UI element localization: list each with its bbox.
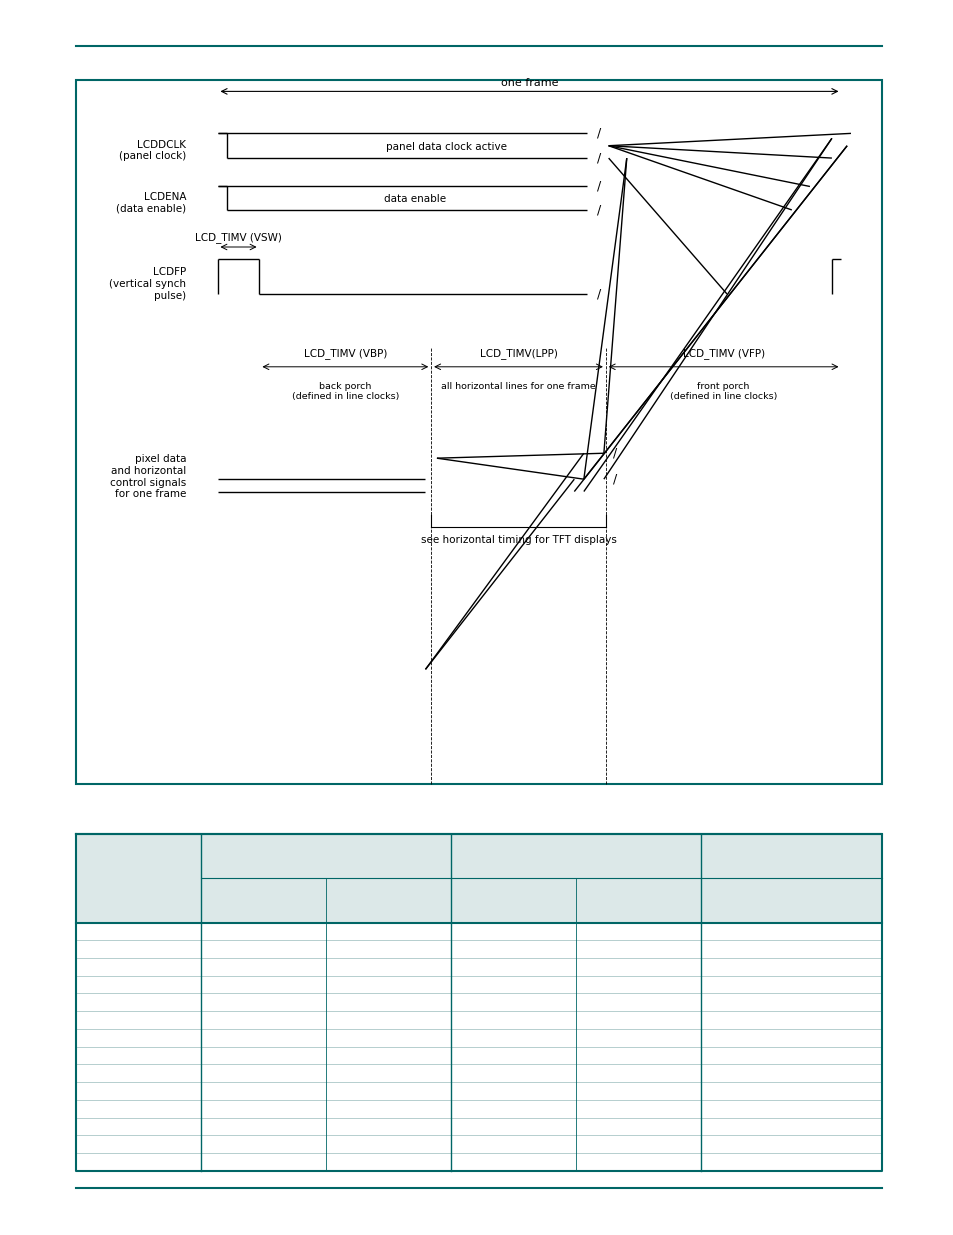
Bar [451, 834, 700, 878]
Bar [201, 834, 451, 878]
Text: LCDFP
(vertical synch
pulse): LCDFP (vertical synch pulse) [109, 268, 186, 300]
Bar [76, 80, 882, 784]
Bar [700, 878, 882, 923]
Text: LCD_TIMV (VFP): LCD_TIMV (VFP) [681, 348, 764, 359]
Bar [76, 834, 201, 923]
Text: one frame: one frame [500, 78, 558, 88]
Bar [700, 834, 882, 878]
Bar [451, 878, 576, 923]
Text: front porch
(defined in line clocks): front porch (defined in line clocks) [669, 382, 777, 401]
Text: LCDENA
(data enable): LCDENA (data enable) [115, 191, 186, 214]
Text: data enable: data enable [383, 194, 446, 204]
Text: /: / [597, 288, 600, 300]
Text: LCDDCLK
(panel clock): LCDDCLK (panel clock) [119, 140, 186, 162]
Text: /: / [597, 180, 600, 193]
Text: /: / [597, 152, 600, 164]
Bar [76, 834, 882, 1171]
Text: /: / [613, 473, 617, 485]
Text: see horizontal timing for TFT displays: see horizontal timing for TFT displays [420, 535, 616, 545]
Text: pixel data
and horizontal
control signals
for one frame: pixel data and horizontal control signal… [110, 454, 186, 499]
Text: LCD_TIMV (VSW): LCD_TIMV (VSW) [194, 232, 282, 243]
Bar [326, 878, 451, 923]
Text: /: / [597, 204, 600, 216]
Text: all horizontal lines for one frame: all horizontal lines for one frame [440, 382, 596, 390]
Text: /: / [613, 447, 617, 459]
Text: LCD_TIMV(LPP): LCD_TIMV(LPP) [479, 348, 557, 359]
Text: LCD_TIMV (VBP): LCD_TIMV (VBP) [303, 348, 387, 359]
Text: back porch
(defined in line clocks): back porch (defined in line clocks) [292, 382, 398, 401]
Bar [576, 878, 700, 923]
Text: /: / [597, 127, 600, 140]
Bar [201, 878, 326, 923]
Text: panel data clock active: panel data clock active [386, 142, 506, 152]
